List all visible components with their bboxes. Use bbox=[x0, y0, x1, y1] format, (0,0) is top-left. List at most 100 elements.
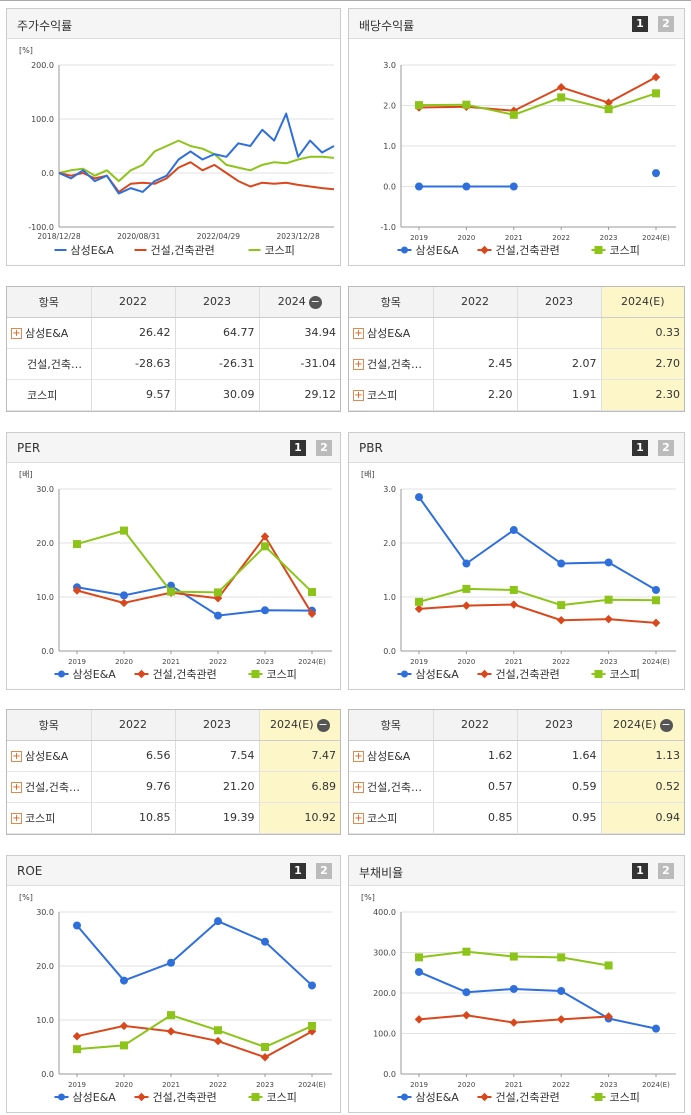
cell: 9.76 bbox=[90, 771, 175, 803]
series-2 bbox=[73, 526, 316, 597]
x-tick-label: 2022 bbox=[209, 1081, 227, 1089]
page-1-button[interactable]: 1 bbox=[290, 863, 306, 879]
x-tick-label: 2022 bbox=[209, 658, 227, 666]
top-strip bbox=[0, 0, 691, 6]
per-panel: PER 1 2 [배] 30.0 20.0 10.0 0.0 2019 2020 2021 20… bbox=[6, 432, 341, 690]
series-line-1 bbox=[58, 161, 335, 193]
legend-label: 삼성E&A bbox=[73, 1091, 117, 1104]
row-name[interactable]: + 건설,건축… bbox=[7, 771, 91, 803]
expand-icon[interactable]: + bbox=[11, 751, 22, 762]
col-header: 2024(E) − bbox=[600, 710, 684, 741]
data-point bbox=[462, 182, 471, 191]
series-2 bbox=[415, 584, 660, 610]
row-name[interactable]: + 삼성E&A bbox=[349, 317, 433, 349]
row-name[interactable]: + 삼성E&A bbox=[7, 740, 91, 772]
page-2-button[interactable]: 2 bbox=[316, 440, 332, 456]
legend-marker bbox=[58, 1093, 65, 1101]
cell: 2.20 bbox=[432, 379, 517, 411]
panel-header: 주가수익률 bbox=[7, 9, 340, 39]
expand-icon[interactable]: + bbox=[11, 813, 22, 824]
row-name[interactable]: + 삼성E&A bbox=[349, 740, 433, 772]
expand-icon[interactable]: + bbox=[353, 813, 364, 824]
series-1 bbox=[72, 1021, 317, 1062]
page-2-button[interactable]: 2 bbox=[316, 863, 332, 879]
legend-marker bbox=[401, 246, 408, 254]
page-2-button[interactable]: 2 bbox=[658, 16, 674, 32]
row-name[interactable]: + 코스피 bbox=[349, 802, 433, 834]
row-label: 삼성E&A bbox=[25, 326, 69, 340]
col-header-label: 2024(E) bbox=[269, 718, 314, 731]
x-tick-label: 2019 bbox=[410, 234, 428, 242]
expand-icon[interactable]: + bbox=[11, 328, 22, 339]
data-point bbox=[214, 917, 222, 926]
x-tick-label: 2019 bbox=[68, 658, 86, 666]
collapse-icon[interactable]: − bbox=[659, 717, 673, 732]
series-0 bbox=[73, 581, 316, 620]
legend-label: 건설,건축관련 bbox=[496, 1091, 560, 1104]
data-point bbox=[73, 1045, 81, 1054]
data-point bbox=[260, 1053, 270, 1062]
y-tick-label: 20.0 bbox=[36, 962, 54, 971]
row-name[interactable]: + 건설,건축… bbox=[349, 348, 433, 380]
row-name[interactable]: + 코스피 bbox=[349, 379, 433, 411]
data-point bbox=[651, 72, 661, 82]
cell: 19.39 bbox=[174, 802, 259, 834]
x-tick-label: 2019 bbox=[68, 1081, 86, 1089]
x-tick-label: 2020 bbox=[457, 234, 475, 242]
series-line bbox=[418, 496, 657, 591]
legend-label: 건설,건축관련 bbox=[153, 1091, 217, 1104]
data-point bbox=[557, 953, 566, 962]
per-chart: [배]30.0 20.0 10.0 0.0 2019 2020 2021 2022 2023 20… bbox=[19, 470, 332, 681]
expand-icon[interactable]: + bbox=[353, 328, 364, 339]
series-1 bbox=[414, 72, 661, 116]
expand-icon[interactable]: + bbox=[353, 751, 364, 762]
expand-icon[interactable]: + bbox=[11, 782, 22, 793]
x-tick-label: 2021 bbox=[505, 1081, 523, 1089]
legend-label: 삼성E&A bbox=[416, 1091, 460, 1104]
data-point bbox=[509, 984, 518, 993]
y-tick-label: 10.0 bbox=[36, 1016, 54, 1025]
expand-icon[interactable]: + bbox=[353, 359, 364, 370]
legend-label: 코스피 bbox=[610, 668, 640, 681]
series-line bbox=[418, 603, 657, 624]
page-2-button[interactable]: 2 bbox=[658, 863, 674, 879]
collapse-icon[interactable]: − bbox=[308, 294, 322, 309]
page-2-button[interactable]: 2 bbox=[658, 440, 674, 456]
row-name[interactable]: + 삼성E&A bbox=[7, 317, 91, 349]
legend-label: 건설,건축관련 bbox=[496, 668, 560, 681]
col-header: 2024− bbox=[258, 287, 340, 318]
x-tick-label: 2023/12/28 bbox=[277, 232, 320, 241]
x-tick-label: 2023 bbox=[600, 1081, 618, 1089]
data-point bbox=[307, 609, 317, 619]
row-name[interactable]: + 코스피 bbox=[7, 802, 91, 834]
page-1-button[interactable]: 1 bbox=[632, 16, 648, 32]
x-tick-label: 2019 bbox=[410, 658, 428, 666]
data-point bbox=[509, 526, 518, 535]
legend: 삼성E&A 건설,건축관련 코스피 bbox=[397, 1091, 640, 1104]
data-point bbox=[556, 615, 566, 625]
series-0 bbox=[73, 917, 316, 990]
data-point bbox=[651, 618, 661, 628]
table-header-row: 항목 2022 2023 2024(E) bbox=[349, 287, 684, 318]
data-point bbox=[415, 967, 423, 976]
page-1-button[interactable]: 1 bbox=[632, 440, 648, 456]
y-tick-label: 10.0 bbox=[36, 593, 54, 602]
collapse-icon[interactable]: − bbox=[316, 717, 330, 732]
y-tick-label: 3.0 bbox=[383, 61, 396, 70]
expand-icon[interactable]: + bbox=[353, 390, 364, 401]
expand-icon[interactable]: + bbox=[353, 782, 364, 793]
data-point bbox=[414, 1015, 424, 1024]
y-unit-label: [%] bbox=[361, 893, 375, 902]
page-1-button[interactable]: 1 bbox=[290, 440, 306, 456]
data-point bbox=[73, 921, 81, 930]
x-tick-label: 2021 bbox=[162, 658, 180, 666]
data-point bbox=[462, 100, 471, 109]
page-1-button[interactable]: 1 bbox=[632, 863, 648, 879]
legend-label: 건설,건축관련 bbox=[153, 668, 217, 681]
y-tick-label: 100.0 bbox=[31, 115, 54, 124]
series-line bbox=[418, 971, 657, 1030]
data-point bbox=[557, 601, 566, 610]
cell: 26.42 bbox=[90, 317, 175, 349]
data-point bbox=[308, 981, 316, 990]
row-name[interactable]: + 건설,건축… bbox=[349, 771, 433, 803]
